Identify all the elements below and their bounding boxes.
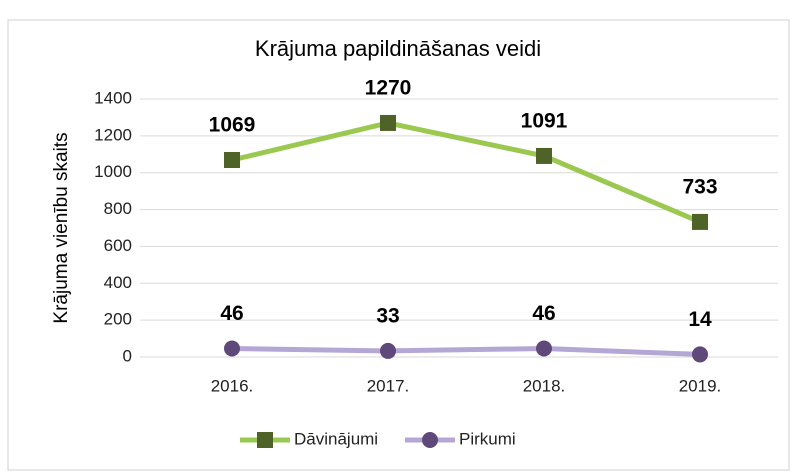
x-tick-label: 2019. [679,376,722,395]
y-tick-label: 800 [104,199,132,218]
chart-border [7,19,790,471]
y-tick-label: 1200 [94,125,132,144]
y-tick-label: 600 [104,236,132,255]
data-label: 46 [532,302,555,325]
legend-label: Dāvinājumi [294,429,378,448]
data-point [536,340,552,357]
y-tick-label: 200 [104,310,132,329]
x-tick-label: 2016. [211,376,254,395]
data-point [380,342,396,359]
data-label: 1069 [209,114,256,137]
data-label: 33 [376,304,399,327]
series-line [231,346,701,357]
data-point [692,213,708,230]
y-tick-label: 0 [123,346,132,365]
legend-marker [422,432,438,448]
chart-title: Krājuma papildināšanas veidi [255,36,541,61]
data-point [536,147,552,164]
x-tick-label: 2018. [523,376,566,395]
y-tick-label: 400 [104,273,132,292]
data-label: 733 [682,175,717,198]
y-tick-label: 1000 [94,162,132,181]
data-label: 1270 [365,77,412,100]
data-point [380,114,396,131]
data-point [224,151,240,168]
data-label: 1091 [521,109,568,132]
legend-marker [257,432,273,448]
data-point [692,346,708,363]
data-label: 14 [688,308,712,331]
data-point [224,340,240,357]
data-label: 46 [220,302,243,325]
series-line [231,120,701,225]
legend-label: Pirkumi [459,429,516,448]
y-tick-label: 1400 [94,88,132,107]
y-axis-title: Krājuma vienību skaits [51,132,72,323]
x-tick-label: 2017. [367,376,410,395]
